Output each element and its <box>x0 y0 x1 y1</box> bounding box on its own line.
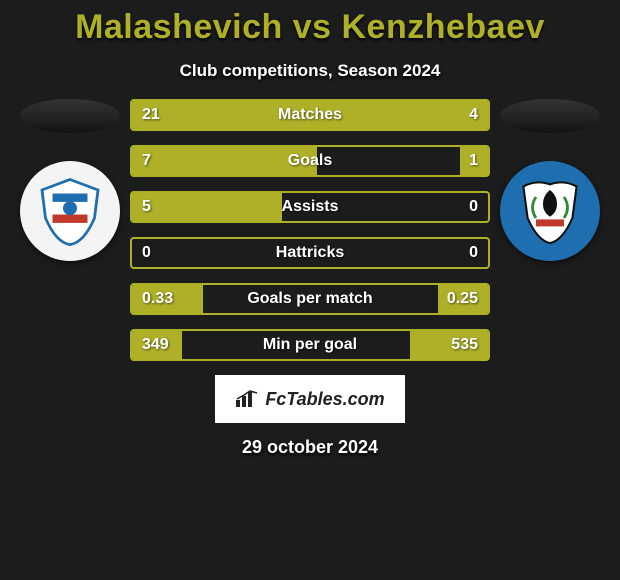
left-club-crest <box>20 161 120 261</box>
stat-bar: 349 535 Min per goal <box>130 329 490 361</box>
stat-label: Matches <box>278 106 342 124</box>
stat-label: Hattricks <box>276 244 344 262</box>
stat-value-left: 21 <box>142 106 160 124</box>
stat-value-right: 0 <box>469 198 478 216</box>
date-label: 29 october 2024 <box>0 437 620 458</box>
right-player-shadow <box>500 99 600 133</box>
stat-value-left: 7 <box>142 152 151 170</box>
stat-value-left: 0.33 <box>142 290 173 308</box>
stat-value-right: 535 <box>451 336 478 354</box>
left-player-shadow <box>20 99 120 133</box>
stats-column: 21 4 Matches 7 1 Goals 5 0 Assists 0 0 Hattricks 0.3… <box>130 99 490 361</box>
stat-value-right: 0.25 <box>447 290 478 308</box>
stat-label: Min per goal <box>263 336 357 354</box>
stat-bar: 0 0 Hattricks <box>130 237 490 269</box>
stat-fill-left <box>132 193 282 221</box>
stat-bar: 5 0 Assists <box>130 191 490 223</box>
crest-left-icon <box>35 176 105 246</box>
chart-icon <box>235 390 259 408</box>
stat-value-left: 349 <box>142 336 169 354</box>
stat-value-left: 0 <box>142 244 151 262</box>
stat-label: Goals per match <box>247 290 372 308</box>
stat-bar: 21 4 Matches <box>130 99 490 131</box>
comparison-body: 21 4 Matches 7 1 Goals 5 0 Assists 0 0 Hattricks 0.3… <box>0 99 620 361</box>
stat-value-right: 4 <box>469 106 478 124</box>
stat-value-right: 0 <box>469 244 478 262</box>
stat-bar: 7 1 Goals <box>130 145 490 177</box>
right-club-crest <box>500 161 600 261</box>
page-title: Malashevich vs Kenzhebaev <box>0 8 620 47</box>
fctables-label: FcTables.com <box>265 389 384 410</box>
stat-value-left: 5 <box>142 198 151 216</box>
stat-label: Goals <box>288 152 332 170</box>
fctables-watermark: FcTables.com <box>215 375 405 423</box>
stat-value-right: 1 <box>469 152 478 170</box>
stat-label: Assists <box>282 198 339 216</box>
right-player-col <box>490 99 610 261</box>
left-player-col <box>10 99 130 261</box>
stat-bar: 0.33 0.25 Goals per match <box>130 283 490 315</box>
subtitle: Club competitions, Season 2024 <box>0 61 620 81</box>
crest-right-icon <box>515 176 585 246</box>
